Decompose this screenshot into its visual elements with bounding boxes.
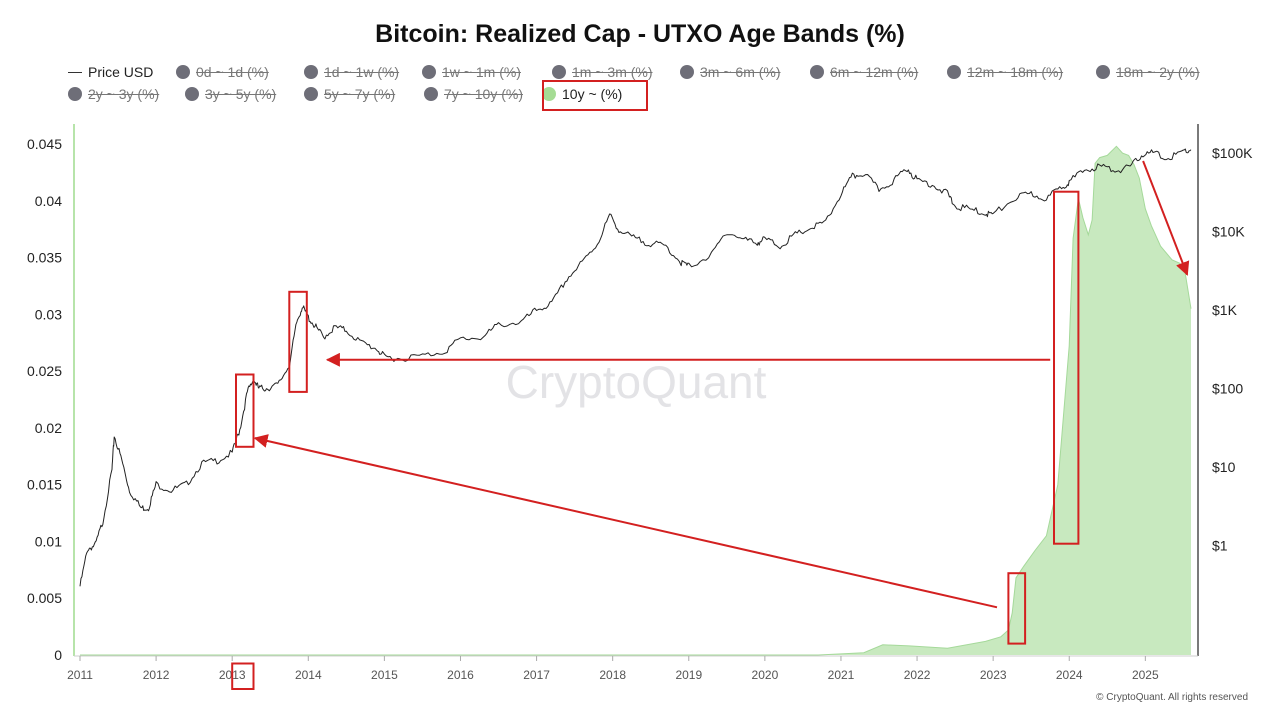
legend-label: 0d ~ 1d (%) bbox=[196, 64, 269, 80]
y-right-tick-label: $1 bbox=[1212, 537, 1228, 553]
legend-row: 2y ~ 3y (%) 3y ~ 5y (%) 5y ~ 7y (%) 7y ~ 10… bbox=[68, 82, 1268, 106]
legend-dot-icon bbox=[304, 65, 318, 79]
legend-item[interactable]: 3m ~ 6m (%) bbox=[680, 60, 781, 84]
annotation-box bbox=[1053, 190, 1080, 545]
legend-row: Price USD 0d ~ 1d (%) 1d ~ 1w (%) 1w ~ 1m (… bbox=[68, 60, 1268, 84]
y-right-tick-label: $10 bbox=[1212, 459, 1236, 475]
legend-label: 7y ~ 10y (%) bbox=[444, 86, 523, 102]
x-tick-label: 2014 bbox=[295, 668, 322, 682]
legend-label: 18m ~ 2y (%) bbox=[1116, 64, 1200, 80]
legend-dot-icon bbox=[552, 65, 566, 79]
annotation-box bbox=[231, 662, 255, 690]
legend-item[interactable]: 0d ~ 1d (%) bbox=[176, 60, 269, 84]
x-tick-label: 2021 bbox=[828, 668, 855, 682]
x-tick-label: 2012 bbox=[143, 668, 170, 682]
legend-dot-icon bbox=[422, 65, 436, 79]
x-tick-label: 2018 bbox=[599, 668, 626, 682]
line-swatch-icon bbox=[68, 72, 82, 73]
legend-dot-icon bbox=[424, 87, 438, 101]
y-left-tick-label: 0.025 bbox=[27, 363, 62, 379]
legend-item[interactable]: 12m ~ 18m (%) bbox=[947, 60, 1063, 84]
y-right-tick-label: $100K bbox=[1212, 145, 1253, 161]
x-tick-label: 2016 bbox=[447, 668, 474, 682]
legend-dot-icon bbox=[810, 65, 824, 79]
series-price-line bbox=[79, 148, 1192, 587]
annotation-box bbox=[288, 290, 308, 393]
y-left-tick-label: 0.005 bbox=[27, 590, 62, 606]
annotation-box bbox=[235, 373, 255, 448]
legend-item[interactable]: 1w ~ 1m (%) bbox=[422, 60, 521, 84]
y-right-tick-label: $100 bbox=[1212, 380, 1243, 396]
legend-label: 1w ~ 1m (%) bbox=[442, 64, 521, 80]
legend-dot-icon bbox=[947, 65, 961, 79]
x-tick-label: 2022 bbox=[904, 668, 931, 682]
legend-item[interactable]: Price USD bbox=[68, 60, 153, 84]
annotation-box bbox=[1007, 572, 1027, 645]
x-tick-label: 2023 bbox=[980, 668, 1007, 682]
x-tick-label: 2017 bbox=[523, 668, 550, 682]
y-left-tick-label: 0.02 bbox=[35, 420, 62, 436]
y-left-tick-label: 0.01 bbox=[35, 533, 62, 549]
x-tick-label: 2024 bbox=[1056, 668, 1083, 682]
legend-item[interactable]: 18m ~ 2y (%) bbox=[1096, 60, 1200, 84]
legend-label: Price USD bbox=[88, 64, 154, 80]
annotation-box-legend bbox=[542, 80, 648, 111]
y-left-tick-label: 0.035 bbox=[27, 250, 62, 266]
y-left-tick-label: 0.045 bbox=[27, 136, 62, 152]
y-right-tick-label: $10K bbox=[1212, 223, 1245, 239]
annotation-arrow bbox=[253, 434, 998, 609]
y-right-tick-label: $1K bbox=[1212, 302, 1238, 318]
legend-label: 1d ~ 1w (%) bbox=[324, 64, 400, 80]
y-left-tick-label: 0 bbox=[54, 647, 62, 663]
x-tick-label: 2025 bbox=[1132, 668, 1159, 682]
y-left-tick-label: 0.015 bbox=[27, 477, 62, 493]
legend-dot-icon bbox=[542, 87, 556, 101]
legend-label: 12m ~ 18m (%) bbox=[967, 64, 1064, 80]
legend-label: 2y ~ 3y (%) bbox=[88, 86, 160, 102]
legend-label: 3y ~ 5y (%) bbox=[205, 86, 277, 102]
x-tick-label: 2019 bbox=[675, 668, 702, 682]
legend-item[interactable]: 1m ~ 3m (%) bbox=[552, 60, 653, 84]
legend-dot-icon bbox=[176, 65, 190, 79]
legend-item[interactable]: 2y ~ 3y (%) bbox=[68, 82, 159, 106]
legend-item[interactable]: 6m ~ 12m (%) bbox=[810, 60, 918, 84]
annotation-arrow bbox=[1142, 160, 1190, 276]
legend-label: 3m ~ 6m (%) bbox=[700, 64, 781, 80]
x-tick-label: 2011 bbox=[67, 668, 93, 682]
legend-dot-icon bbox=[1096, 65, 1110, 79]
legend-item[interactable]: 3y ~ 5y (%) bbox=[185, 82, 276, 106]
series-10y-area bbox=[80, 146, 1191, 656]
legend-item[interactable]: 10y ~ (%) bbox=[542, 82, 622, 106]
y-left-tick-label: 0.04 bbox=[35, 193, 62, 209]
chart-title: Bitcoin: Realized Cap - UTXO Age Bands (… bbox=[375, 20, 905, 48]
legend-label: 10y ~ (%) bbox=[562, 86, 623, 102]
legend-dot-icon bbox=[304, 87, 318, 101]
x-tick-label: 2020 bbox=[752, 668, 779, 682]
legend-label: 5y ~ 7y (%) bbox=[324, 86, 396, 102]
copyright-text: © CryptoQuant. All rights reserved bbox=[1096, 692, 1248, 703]
legend-item[interactable]: 5y ~ 7y (%) bbox=[304, 82, 395, 106]
legend-dot-icon bbox=[185, 87, 199, 101]
legend-label: 6m ~ 12m (%) bbox=[830, 64, 919, 80]
y-left-tick-label: 0.03 bbox=[35, 306, 62, 322]
legend-dot-icon bbox=[680, 65, 694, 79]
legend-item[interactable]: 7y ~ 10y (%) bbox=[424, 82, 523, 106]
watermark: CryptoQuant bbox=[506, 356, 767, 408]
legend-label: 1m ~ 3m (%) bbox=[572, 64, 653, 80]
x-tick-label: 2015 bbox=[371, 668, 398, 682]
legend-item[interactable]: 1d ~ 1w (%) bbox=[304, 60, 399, 84]
legend-dot-icon bbox=[68, 87, 82, 101]
